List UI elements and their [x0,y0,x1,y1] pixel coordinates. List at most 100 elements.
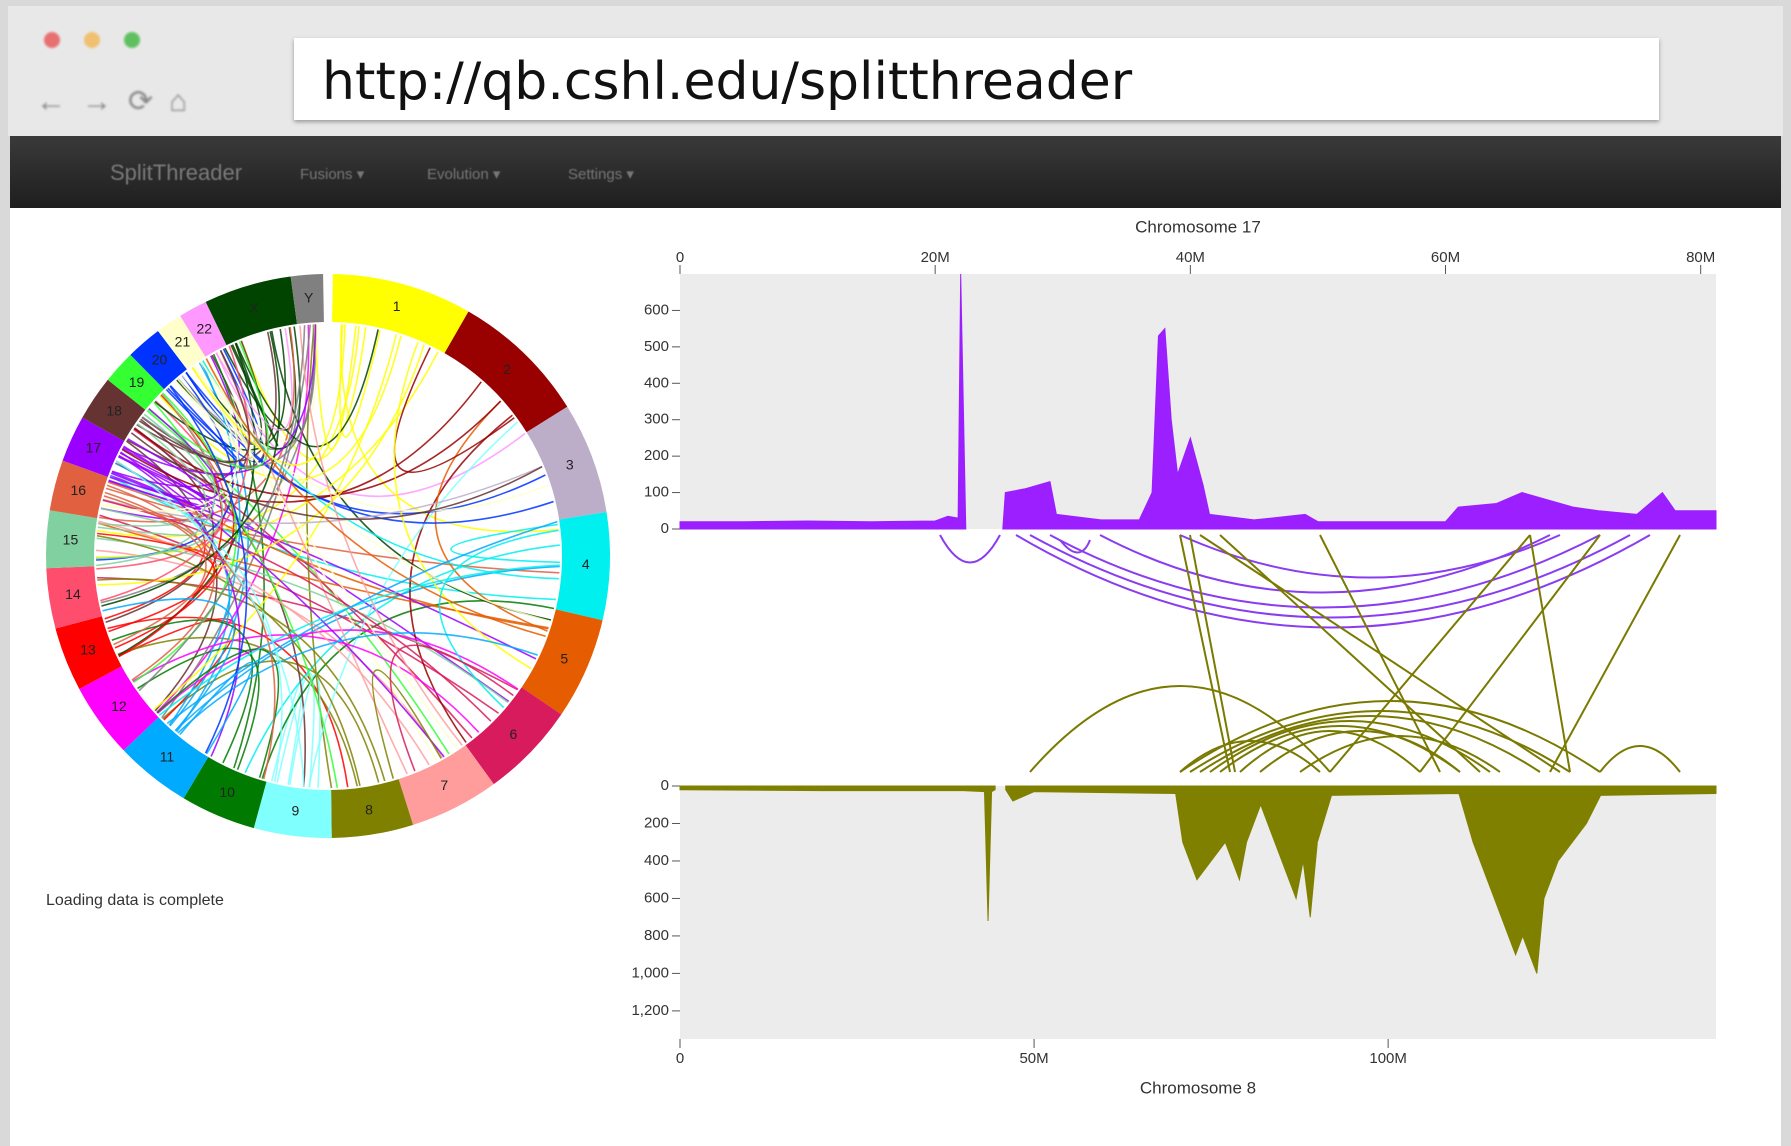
chord [108,471,201,511]
chord [96,537,509,704]
arc [1259,730,1461,773]
menu[interactable]: Evolution [427,165,500,183]
chord [138,325,306,692]
chord [102,499,492,722]
chord [177,632,538,734]
menu[interactable]: Settings [568,165,634,183]
chord [219,350,408,775]
chord [161,324,312,719]
y-tick-label: 600 [644,889,669,906]
chromosome-label: 22 [196,320,212,336]
x-tick-label: 20M [921,249,950,266]
zoom-button[interactable] [124,32,140,48]
chromosome-label: 17 [86,439,102,455]
chromosome-segment [332,274,469,354]
chord [389,644,514,772]
x-tick-label: 40M [1176,249,1205,266]
x-tick-label: 80M [1686,249,1715,266]
link [1419,534,1601,773]
chromosome-label: 3 [566,457,574,473]
chromosome-label: 13 [80,641,96,657]
chord [133,400,502,498]
chord [192,366,458,750]
chromosome-label: 10 [219,784,235,800]
brand[interactable]: SplitThreader [110,160,243,185]
chromosome-label: 1 [393,298,401,314]
chromosome-label: 6 [509,726,517,742]
y-tick-label: 100 [644,484,669,501]
y-tick-label: 1,200 [631,1002,669,1019]
chord [162,660,380,783]
chromosome-label: 16 [70,482,86,498]
chord [96,400,227,570]
chromosome-label: 14 [65,586,81,602]
close-button[interactable] [44,32,60,48]
chord [115,462,231,727]
chromosome-label: 5 [560,650,568,666]
chord [106,484,215,681]
link [1189,534,1236,773]
y-tick-label: 200 [644,447,669,464]
chord [102,465,543,525]
status-text: Loading data is complete [46,892,224,909]
y-tick-label: 800 [644,927,669,944]
arc [1179,700,1601,773]
chord [122,324,317,475]
chord [103,495,207,646]
chromosome-segment [107,354,165,410]
chord [105,481,202,517]
chromosome-label: 20 [152,351,168,367]
chromosome-segment [62,417,125,477]
chromosome-segment [46,566,102,629]
chromosome-label: 18 [106,402,122,418]
chromosome-segment [444,311,568,433]
arc [1179,740,1321,773]
chord [118,438,226,503]
address-bar[interactable]: http://qb.cshl.edu/splitthreader [294,38,1659,120]
chord [340,324,559,533]
chromosome-segment [521,609,603,715]
chord [120,451,445,758]
chromosome-segment [555,511,610,621]
chord [101,331,281,607]
minimize-button[interactable] [84,32,100,48]
coverage-area [679,273,1717,530]
chord [97,344,425,586]
chord [179,661,253,755]
chromosome-segment [79,666,159,751]
links [939,534,1681,773]
chromosome-label: 2 [503,361,511,377]
link [1219,534,1481,773]
y-tick-label: 300 [644,411,669,428]
chord [205,358,546,637]
chord [130,432,543,521]
arc [1189,710,1571,773]
y-tick-label: 600 [644,301,669,318]
link [1549,534,1681,773]
x-tick-label: 0 [676,1050,684,1067]
chromosome-segment [290,274,324,325]
chord [174,565,560,732]
chromosome-segment [130,330,187,390]
menu[interactable]: Fusions [300,165,364,183]
chord [97,532,216,633]
chromosome-label: 11 [160,748,175,764]
chord [102,598,235,732]
arc [1209,720,1491,773]
arc [1179,534,1561,579]
chord [270,330,552,621]
chart-title: Chromosome 8 [1140,1078,1256,1097]
chromosome-label: 9 [292,803,300,819]
chord [96,534,361,786]
arc [1029,534,1631,619]
nav-icons[interactable]: ←→⟳⌂ [36,85,204,118]
coverage-area [679,785,1717,974]
chord [393,347,515,473]
chord [438,529,559,709]
chord [133,428,473,739]
y-tick-label: 400 [644,374,669,391]
chord [169,385,248,754]
chord [96,393,216,567]
chord [123,445,510,703]
